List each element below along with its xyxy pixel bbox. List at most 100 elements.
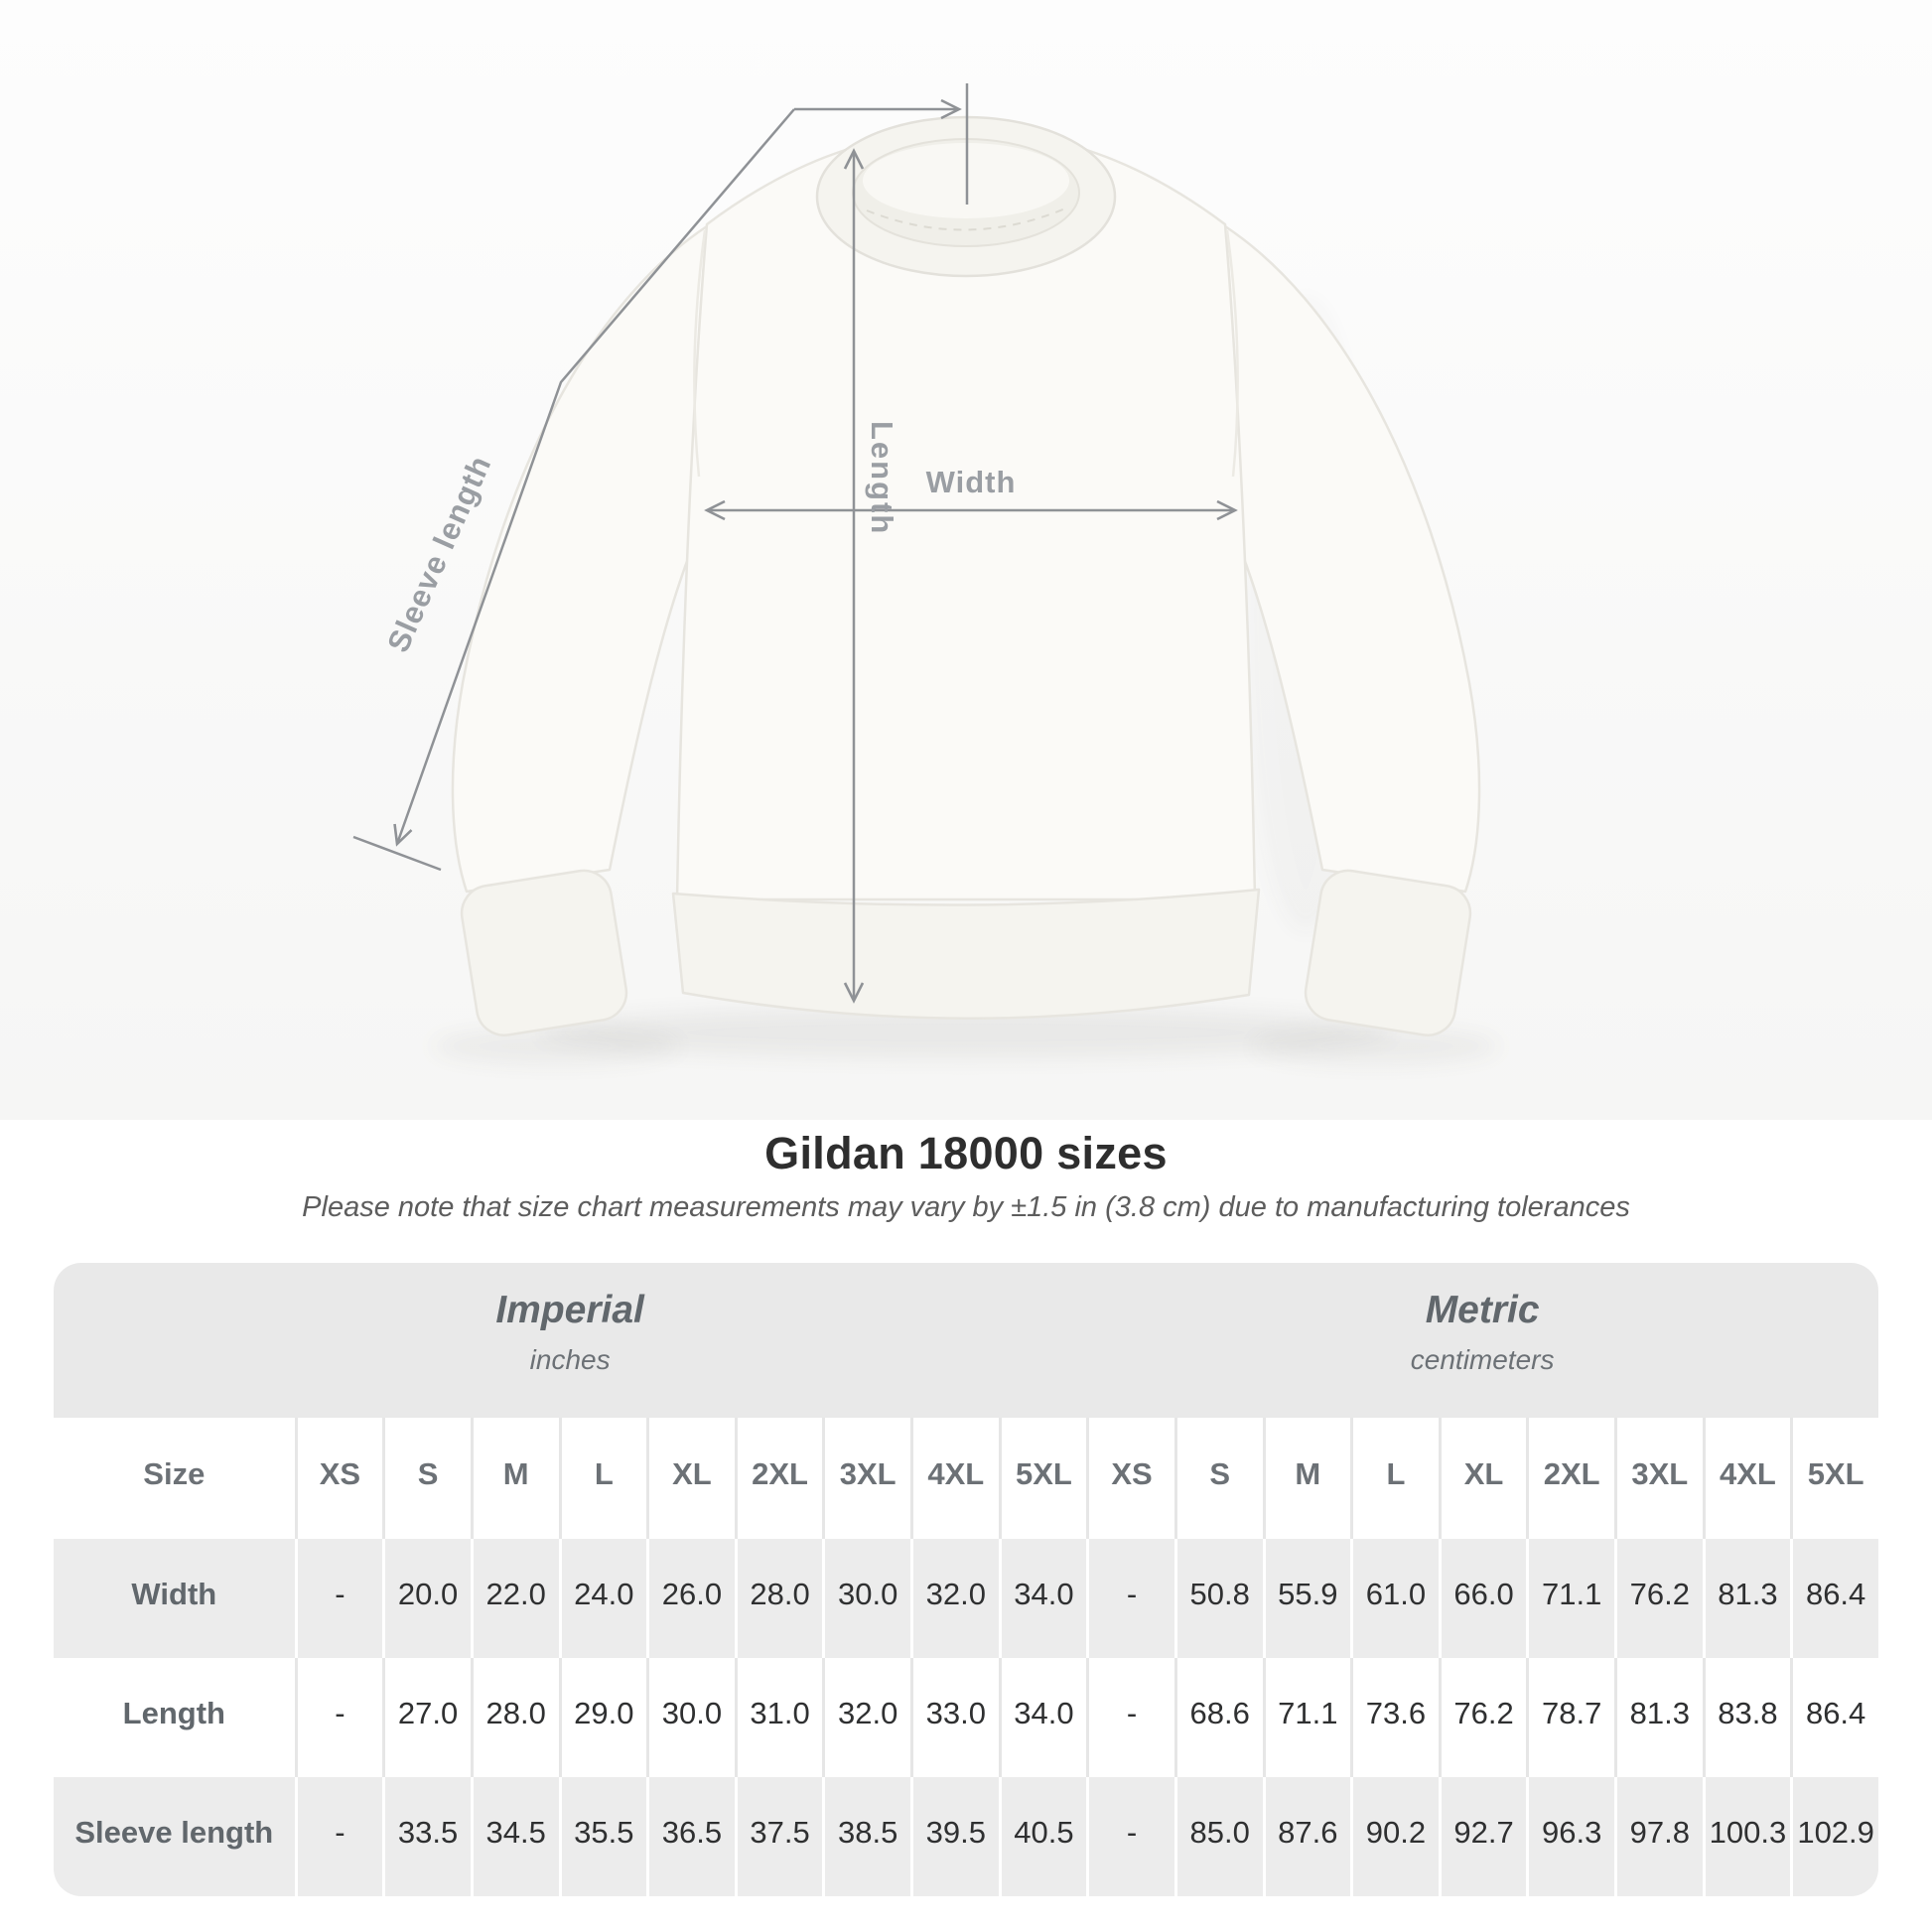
value-cell: - [294, 1539, 383, 1658]
size-table: Imperial inches Metric centimeters Size … [54, 1263, 1878, 1896]
value-cell: 87.6 [1262, 1777, 1351, 1896]
value-cell: 81.3 [1702, 1539, 1791, 1658]
value-cell: 66.0 [1438, 1539, 1527, 1658]
size-header: L [1350, 1418, 1439, 1539]
sweatshirt-diagram: Length Width Sleeve length [0, 0, 1932, 1120]
row-label: Width [54, 1539, 295, 1658]
value-cell: 38.5 [822, 1777, 910, 1896]
size-header: XL [646, 1418, 735, 1539]
measurement-overlay [352, 83, 1238, 1004]
value-cell: 73.6 [1350, 1658, 1439, 1777]
value-cell: 33.0 [910, 1658, 999, 1777]
value-cell: 40.5 [998, 1777, 1087, 1896]
value-cell: 20.0 [382, 1539, 471, 1658]
row-label: Sleeve length [54, 1777, 295, 1896]
size-header: S [382, 1418, 471, 1539]
length-row: Length - 27.0 28.0 29.0 30.0 31.0 32.0 3… [54, 1658, 1878, 1777]
size-header: XS [1086, 1418, 1174, 1539]
value-cell: 100.3 [1702, 1777, 1791, 1896]
sleeve-end-tick [352, 835, 442, 872]
value-cell: 50.8 [1173, 1539, 1263, 1658]
size-header: M [470, 1418, 559, 1539]
value-cell: 34.0 [998, 1539, 1087, 1658]
value-cell: 102.9 [1790, 1777, 1878, 1896]
width-row: Width - 20.0 22.0 24.0 26.0 28.0 30.0 32… [54, 1539, 1878, 1658]
value-cell: 28.0 [470, 1658, 559, 1777]
value-cell: - [1086, 1658, 1174, 1777]
value-cell: 29.0 [558, 1658, 647, 1777]
size-header: 4XL [910, 1418, 999, 1539]
size-header: 3XL [1614, 1418, 1703, 1539]
sweatshirt-figure: Length Width Sleeve length [0, 0, 1932, 1120]
size-header: M [1262, 1418, 1351, 1539]
size-header: 5XL [998, 1418, 1087, 1539]
value-cell: 27.0 [382, 1658, 471, 1777]
value-cell: - [1086, 1777, 1174, 1896]
value-cell: 92.7 [1438, 1777, 1527, 1896]
value-cell: 76.2 [1438, 1658, 1527, 1777]
value-cell: 78.7 [1526, 1658, 1614, 1777]
size-header: XL [1438, 1418, 1527, 1539]
row-label: Length [54, 1658, 295, 1777]
value-cell: 33.5 [382, 1777, 471, 1896]
size-header: 2XL [734, 1418, 823, 1539]
size-header: S [1173, 1418, 1263, 1539]
size-table-grid: Imperial inches Metric centimeters Size … [54, 1263, 1878, 1896]
value-cell: 26.0 [646, 1539, 735, 1658]
value-cell: 55.9 [1262, 1539, 1351, 1658]
unit-group-row: Imperial inches Metric centimeters [54, 1263, 1878, 1418]
value-cell: 86.4 [1790, 1539, 1878, 1658]
value-cell: 30.0 [646, 1658, 735, 1777]
imperial-unit-label: inches [529, 1344, 611, 1375]
value-cell: 85.0 [1173, 1777, 1263, 1896]
size-header: 4XL [1702, 1418, 1791, 1539]
value-cell: 39.5 [910, 1777, 999, 1896]
value-cell: - [1086, 1539, 1174, 1658]
metric-group-header: Metric centimeters [1086, 1263, 1878, 1418]
value-cell: 96.3 [1526, 1777, 1614, 1896]
value-cell: 22.0 [470, 1539, 559, 1658]
value-cell: 36.5 [646, 1777, 735, 1896]
size-header: 5XL [1790, 1418, 1878, 1539]
size-header: 3XL [822, 1418, 910, 1539]
size-header: XS [294, 1418, 383, 1539]
value-cell: 76.2 [1614, 1539, 1703, 1658]
value-cell: 61.0 [1350, 1539, 1439, 1658]
length-label: Length [865, 421, 899, 535]
width-label: Width [926, 465, 1017, 499]
value-cell: 24.0 [558, 1539, 647, 1658]
sleeve-length-arrow [393, 108, 795, 847]
imperial-group-header: Imperial inches [54, 1263, 1087, 1418]
value-cell: - [294, 1777, 383, 1896]
hem-band [671, 888, 1261, 1020]
size-header: L [558, 1418, 647, 1539]
right-cuff [1304, 869, 1472, 1037]
value-cell: 37.5 [734, 1777, 823, 1896]
sleeve-length-row: Sleeve length - 33.5 34.5 35.5 36.5 37.5… [54, 1777, 1878, 1896]
value-cell: 32.0 [910, 1539, 999, 1658]
size-header-row: Size XS S M L XL 2XL 3XL 4XL 5XL XS S M … [54, 1418, 1878, 1539]
value-cell: - [294, 1658, 383, 1777]
tolerance-note: Please note that size chart measurements… [302, 1191, 1630, 1223]
value-cell: 81.3 [1614, 1658, 1703, 1777]
value-cell: 83.8 [1702, 1658, 1791, 1777]
value-cell: 28.0 [734, 1539, 823, 1658]
value-cell: 90.2 [1350, 1777, 1439, 1896]
value-cell: 30.0 [822, 1539, 910, 1658]
value-cell: 97.8 [1614, 1777, 1703, 1896]
value-cell: 35.5 [558, 1777, 647, 1896]
value-cell: 71.1 [1262, 1658, 1351, 1777]
size-header: 2XL [1526, 1418, 1614, 1539]
value-cell: 86.4 [1790, 1658, 1878, 1777]
left-cuff [460, 869, 628, 1037]
value-cell: 34.5 [470, 1777, 559, 1896]
metric-unit-label: centimeters [1410, 1344, 1555, 1375]
value-cell: 31.0 [734, 1658, 823, 1777]
value-cell: 34.0 [998, 1658, 1087, 1777]
imperial-label: Imperial [495, 1289, 644, 1331]
value-cell: 68.6 [1173, 1658, 1263, 1777]
value-cell: 32.0 [822, 1658, 910, 1777]
value-cell: 71.1 [1526, 1539, 1614, 1658]
metric-label: Metric [1425, 1289, 1540, 1331]
page-title: Gildan 18000 sizes [764, 1128, 1168, 1178]
